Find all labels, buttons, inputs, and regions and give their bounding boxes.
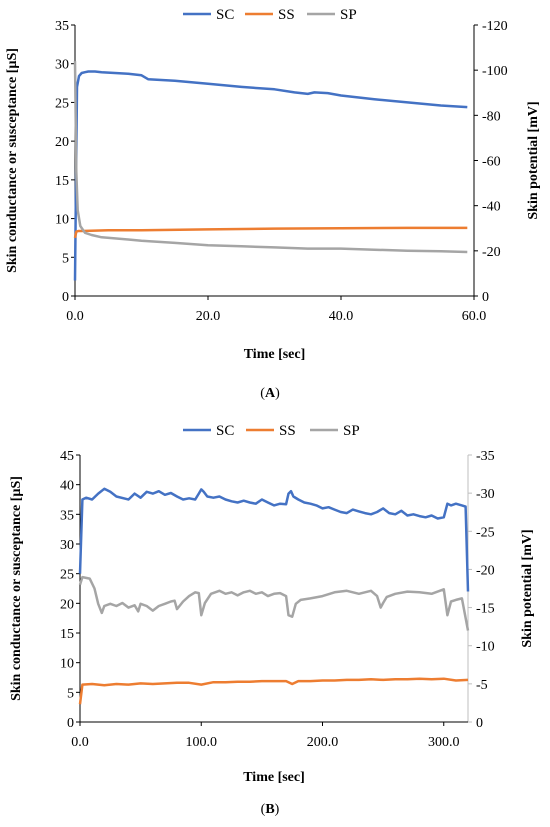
y-right-tick-label: -40 (482, 200, 501, 215)
y-right-tick-label: -100 (482, 64, 508, 79)
y-left-tick-label: 0 (67, 716, 74, 731)
y-axis-left-title: Skin conductance or susceptance [µS] (5, 48, 20, 273)
y-left-tick-label: 45 (60, 449, 74, 464)
y-right-tick-label: -60 (482, 155, 501, 170)
y-right-tick-label: -10 (476, 640, 495, 655)
x-tick-label: 100.0 (186, 735, 218, 750)
legend-label-ss: SS (279, 423, 296, 439)
chart-panel-a: 0 5 10 15 20 25 30 35 0 -20 -40 -60 -80 -100 -120 0.0 20… (5, 7, 541, 401)
y-right-tick-label: -120 (482, 19, 508, 34)
x-tick-label: 20.0 (196, 309, 221, 324)
y-axis-right-title: Skin potential [mV] (520, 529, 535, 647)
panel-label: (B) (261, 802, 280, 817)
legend-label-ss: SS (278, 7, 295, 23)
y-left-tick-label: 15 (55, 174, 69, 189)
y-left-tick-label: 0 (62, 290, 69, 305)
series-line-ss (78, 677, 469, 705)
y-right-tick-label: -20 (482, 245, 501, 260)
series-line-sc (78, 487, 470, 592)
series-line-sp (78, 575, 470, 631)
y-right-tick-label: -5 (476, 678, 488, 693)
series-line-sp (73, 61, 468, 254)
y-left-tick-label: 15 (60, 627, 74, 642)
y-left-tick-label: 25 (55, 96, 69, 111)
y-left-tick-label: 35 (55, 19, 69, 34)
y-left-tick-label: 35 (60, 508, 74, 523)
x-axis-title: Time [sec] (244, 347, 306, 362)
y-left-tick-label: 20 (55, 135, 69, 150)
y-left-tick-label: 20 (60, 597, 74, 612)
legend-label-sc: SC (216, 7, 234, 23)
y-right-tick-label: -25 (476, 525, 495, 540)
y-axis-left-title: Skin conductance or susceptance [µS] (9, 476, 24, 701)
y-left-tick-label: 30 (55, 58, 69, 73)
legend-label-sp: SP (340, 7, 357, 23)
y-right-tick-label: 0 (482, 290, 489, 305)
y-axis-right-title: Skin potential [mV] (526, 101, 541, 219)
x-tick-label: 0.0 (71, 735, 89, 750)
panel-label: (A) (260, 386, 280, 401)
y-right-tick-label: -30 (476, 487, 495, 502)
y-right-tick-label: -15 (476, 602, 495, 617)
y-left-tick-label: 10 (55, 213, 69, 228)
series-line-sc (73, 70, 468, 281)
y-left-tick-label: 25 (60, 568, 74, 583)
y-right-tick-label: -80 (482, 109, 501, 124)
y-right-tick-label: 0 (476, 716, 483, 731)
y-left-tick-label: 40 (60, 479, 74, 494)
x-tick-label: 200.0 (307, 735, 339, 750)
x-tick-label: 300.0 (428, 735, 460, 750)
y-left-tick-label: 5 (67, 686, 74, 701)
legend-label-sp: SP (343, 423, 360, 439)
y-left-tick-label: 30 (60, 538, 74, 553)
y-left-tick-label: 5 (62, 251, 69, 266)
x-tick-label: 40.0 (329, 309, 354, 324)
chart-panel-b: 0 5 10 15 20 25 30 35 40 45 0 -5 -10 -15 -20 -25 -30 -35 0… (9, 423, 535, 817)
y-right-tick-label: -20 (476, 563, 495, 578)
x-tick-label: 0.0 (66, 309, 84, 324)
legend-label-sc: SC (216, 423, 234, 439)
y-right-tick-label: -35 (476, 449, 495, 464)
x-tick-label: 60.0 (462, 309, 487, 324)
series-line-ss (73, 226, 468, 239)
y-left-tick-label: 10 (60, 657, 74, 672)
x-axis-title: Time [sec] (243, 770, 305, 785)
